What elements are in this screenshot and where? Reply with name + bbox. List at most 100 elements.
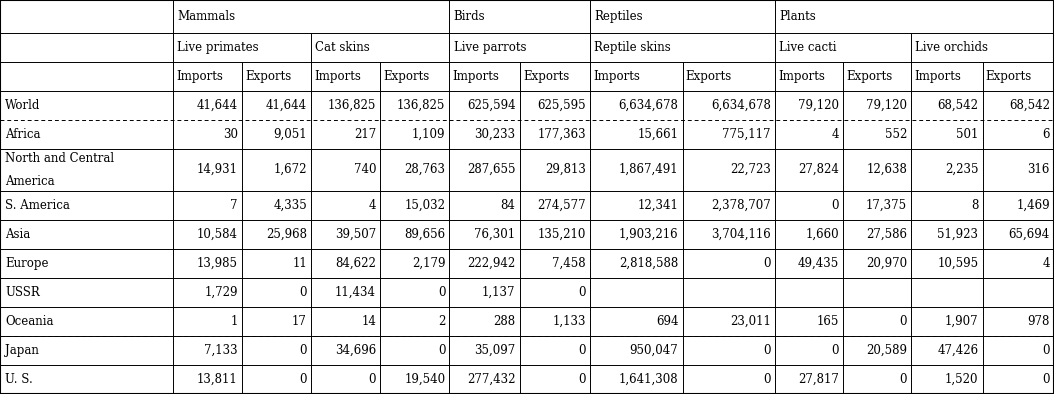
Text: 7,133: 7,133	[204, 344, 238, 357]
Text: 136,825: 136,825	[397, 99, 445, 112]
Text: 68,542: 68,542	[1009, 99, 1050, 112]
Text: Imports: Imports	[176, 70, 222, 83]
Text: U. S.: U. S.	[5, 373, 33, 386]
Text: 501: 501	[956, 128, 978, 141]
Text: Oceania: Oceania	[5, 315, 54, 328]
Text: 17,375: 17,375	[866, 199, 907, 212]
Text: Exports: Exports	[384, 70, 430, 83]
Text: North and Central: North and Central	[5, 152, 115, 165]
Text: 2,179: 2,179	[412, 257, 445, 270]
Text: 625,594: 625,594	[467, 99, 515, 112]
Text: 49,435: 49,435	[798, 257, 839, 270]
Text: 89,656: 89,656	[404, 228, 445, 241]
Text: 11: 11	[292, 257, 307, 270]
Text: 1: 1	[231, 315, 238, 328]
Text: 1,660: 1,660	[805, 228, 839, 241]
Text: 14: 14	[362, 315, 376, 328]
Text: 2,818,588: 2,818,588	[619, 257, 679, 270]
Text: 30: 30	[222, 128, 238, 141]
Text: Live primates: Live primates	[177, 41, 258, 54]
Text: 79,120: 79,120	[866, 99, 907, 112]
Text: 51,923: 51,923	[937, 228, 978, 241]
Text: 1,133: 1,133	[552, 315, 586, 328]
Text: 4: 4	[832, 128, 839, 141]
Text: 9,051: 9,051	[273, 128, 307, 141]
Text: 1,469: 1,469	[1016, 199, 1050, 212]
Text: 0: 0	[299, 373, 307, 386]
Text: Exports: Exports	[985, 70, 1032, 83]
Text: 0: 0	[579, 373, 586, 386]
Text: 27,586: 27,586	[866, 228, 907, 241]
Text: 0: 0	[763, 344, 770, 357]
Text: Imports: Imports	[314, 70, 362, 83]
Text: 165: 165	[817, 315, 839, 328]
Text: 14,931: 14,931	[197, 163, 238, 176]
Text: 41,644: 41,644	[197, 99, 238, 112]
Text: 68,542: 68,542	[937, 99, 978, 112]
Text: S. America: S. America	[5, 199, 71, 212]
Text: 740: 740	[353, 163, 376, 176]
Text: 625,595: 625,595	[538, 99, 586, 112]
Text: Imports: Imports	[452, 70, 500, 83]
Text: Reptile skins: Reptile skins	[594, 41, 671, 54]
Text: 0: 0	[299, 286, 307, 299]
Text: 84: 84	[501, 199, 515, 212]
Text: 12,638: 12,638	[866, 163, 907, 176]
Text: 135,210: 135,210	[538, 228, 586, 241]
Text: 0: 0	[437, 286, 445, 299]
Text: 39,507: 39,507	[335, 228, 376, 241]
Text: 13,985: 13,985	[197, 257, 238, 270]
Text: 0: 0	[1042, 373, 1050, 386]
Text: 1,907: 1,907	[944, 315, 978, 328]
Text: 19,540: 19,540	[404, 373, 445, 386]
Text: 775,117: 775,117	[722, 128, 770, 141]
Text: 29,813: 29,813	[545, 163, 586, 176]
Text: 4,335: 4,335	[273, 199, 307, 212]
Text: Live orchids: Live orchids	[916, 41, 989, 54]
Text: 0: 0	[369, 373, 376, 386]
Text: 0: 0	[899, 373, 907, 386]
Text: 136,825: 136,825	[328, 99, 376, 112]
Text: 0: 0	[299, 344, 307, 357]
Text: 20,589: 20,589	[866, 344, 907, 357]
Text: Asia: Asia	[5, 228, 31, 241]
Text: Imports: Imports	[593, 70, 640, 83]
Text: Exports: Exports	[686, 70, 731, 83]
Text: 79,120: 79,120	[798, 99, 839, 112]
Text: 22,723: 22,723	[730, 163, 770, 176]
Text: 0: 0	[763, 257, 770, 270]
Text: Exports: Exports	[246, 70, 292, 83]
Text: 6: 6	[1042, 128, 1050, 141]
Text: 11,434: 11,434	[335, 286, 376, 299]
Text: 7: 7	[231, 199, 238, 212]
Text: 84,622: 84,622	[335, 257, 376, 270]
Text: 65,694: 65,694	[1009, 228, 1050, 241]
Text: USSR: USSR	[5, 286, 40, 299]
Text: Imports: Imports	[778, 70, 825, 83]
Text: 15,661: 15,661	[638, 128, 679, 141]
Text: Live parrots: Live parrots	[453, 41, 526, 54]
Text: Cat skins: Cat skins	[315, 41, 370, 54]
Text: 1,137: 1,137	[482, 286, 515, 299]
Text: 222,942: 222,942	[467, 257, 515, 270]
Text: Europe: Europe	[5, 257, 48, 270]
Text: 978: 978	[1028, 315, 1050, 328]
Text: Exports: Exports	[523, 70, 569, 83]
Text: 694: 694	[656, 315, 679, 328]
Text: 76,301: 76,301	[474, 228, 515, 241]
Text: 0: 0	[899, 315, 907, 328]
Text: 41,644: 41,644	[266, 99, 307, 112]
Text: 2,235: 2,235	[944, 163, 978, 176]
Text: 0: 0	[832, 199, 839, 212]
Text: 27,824: 27,824	[798, 163, 839, 176]
Text: 287,655: 287,655	[467, 163, 515, 176]
Text: 0: 0	[579, 344, 586, 357]
Text: Imports: Imports	[915, 70, 961, 83]
Text: Mammals: Mammals	[177, 10, 235, 23]
Text: 1,109: 1,109	[412, 128, 445, 141]
Text: World: World	[5, 99, 41, 112]
Text: 1,729: 1,729	[204, 286, 238, 299]
Text: 177,363: 177,363	[538, 128, 586, 141]
Text: 316: 316	[1028, 163, 1050, 176]
Text: Live cacti: Live cacti	[779, 41, 837, 54]
